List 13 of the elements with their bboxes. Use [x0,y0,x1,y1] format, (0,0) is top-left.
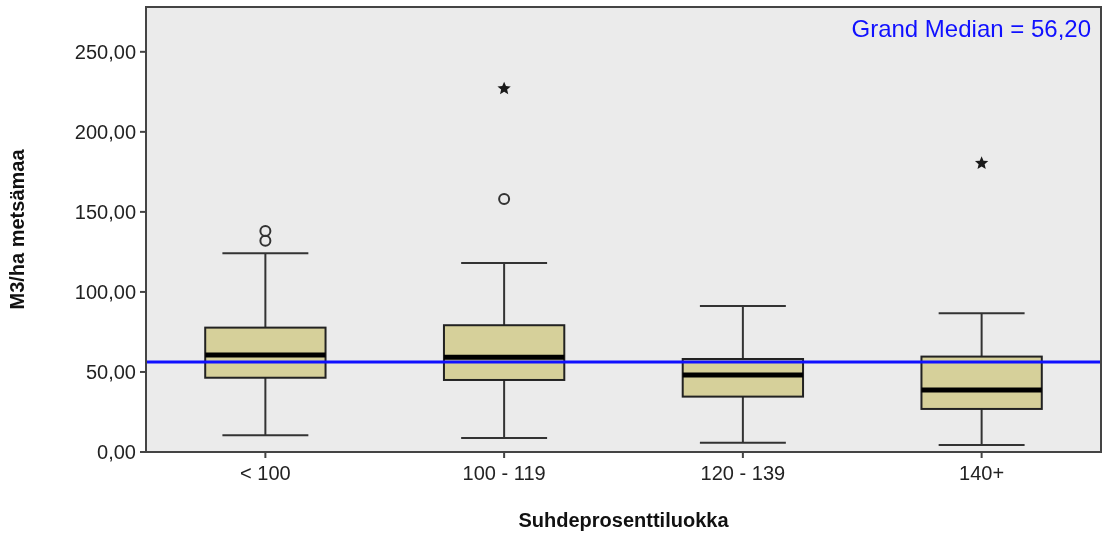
y-tick-label: 100,00 [74,280,136,303]
y-tick-label: 200,00 [74,120,136,143]
x-tick-label: 120 - 139 [700,462,786,484]
y-tick-label: 150,00 [74,200,136,223]
y-axis-title: M3/ha metsämaa [6,148,28,310]
x-axis-title: Suhdeprosenttiluokka [518,509,730,531]
y-tick-label: 0,00 [97,441,136,463]
y-tick-label: 50,00 [85,360,136,383]
ref-line-label: Grand Median = 56,20 [851,15,1091,42]
y-tick-label: 250,00 [74,40,136,63]
x-tick-label: < 100 [240,462,291,484]
x-tick-label: 100 - 119 [462,462,546,484]
x-tick-label: 140+ [959,462,1005,484]
